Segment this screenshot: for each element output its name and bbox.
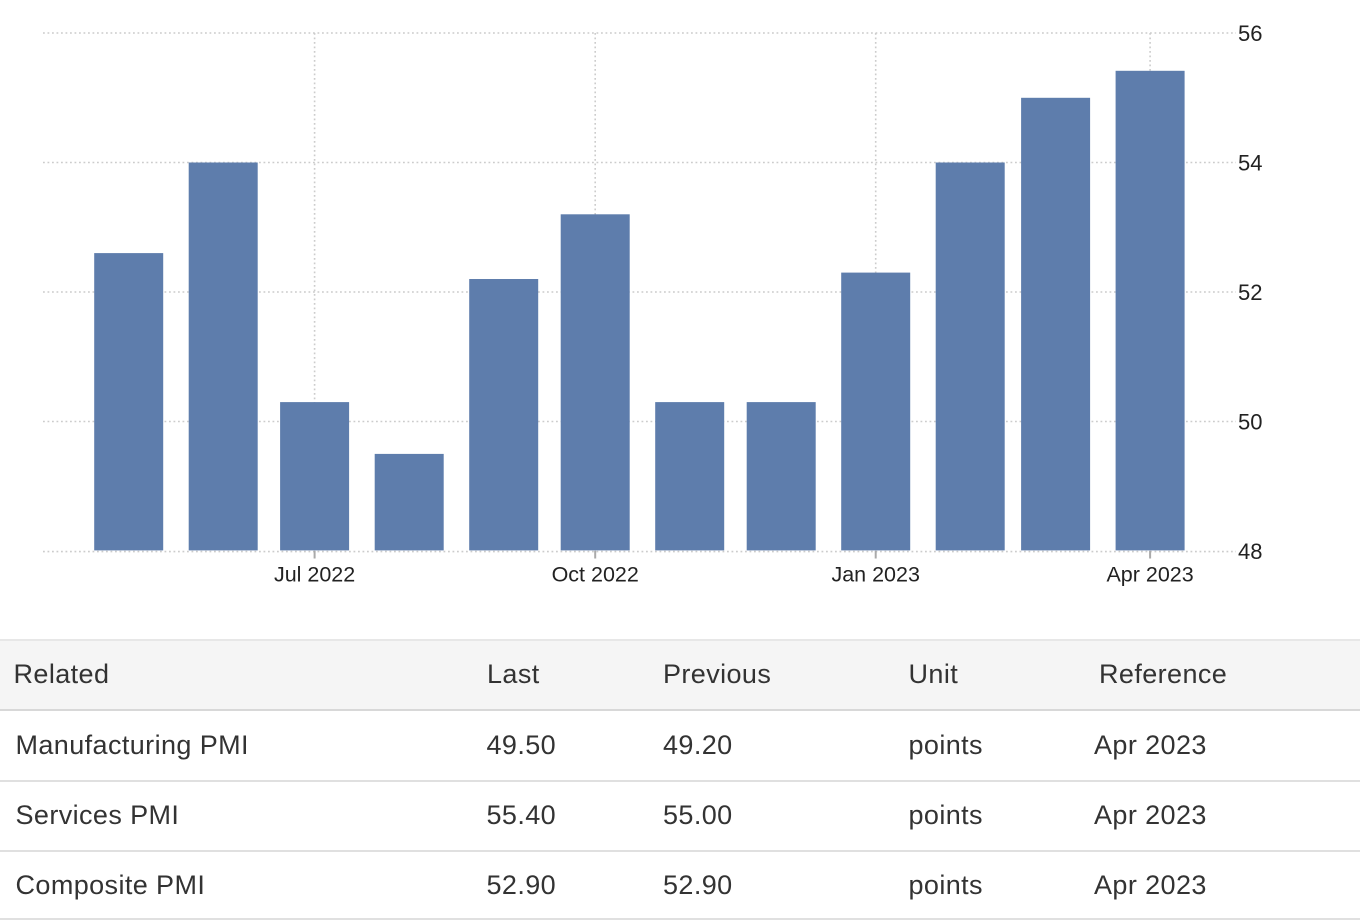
svg-text:52: 52 [1238, 280, 1262, 305]
svg-text:54: 54 [1238, 150, 1262, 175]
svg-text:Jan 2023: Jan 2023 [831, 563, 920, 587]
svg-text:48: 48 [1238, 539, 1262, 564]
svg-text:50: 50 [1238, 409, 1262, 434]
svg-text:Jul 2022: Jul 2022 [274, 563, 355, 587]
svg-text:56: 56 [1238, 21, 1262, 46]
svg-text:Apr 2023: Apr 2023 [1106, 563, 1193, 587]
svg-text:Oct 2022: Oct 2022 [552, 563, 639, 587]
